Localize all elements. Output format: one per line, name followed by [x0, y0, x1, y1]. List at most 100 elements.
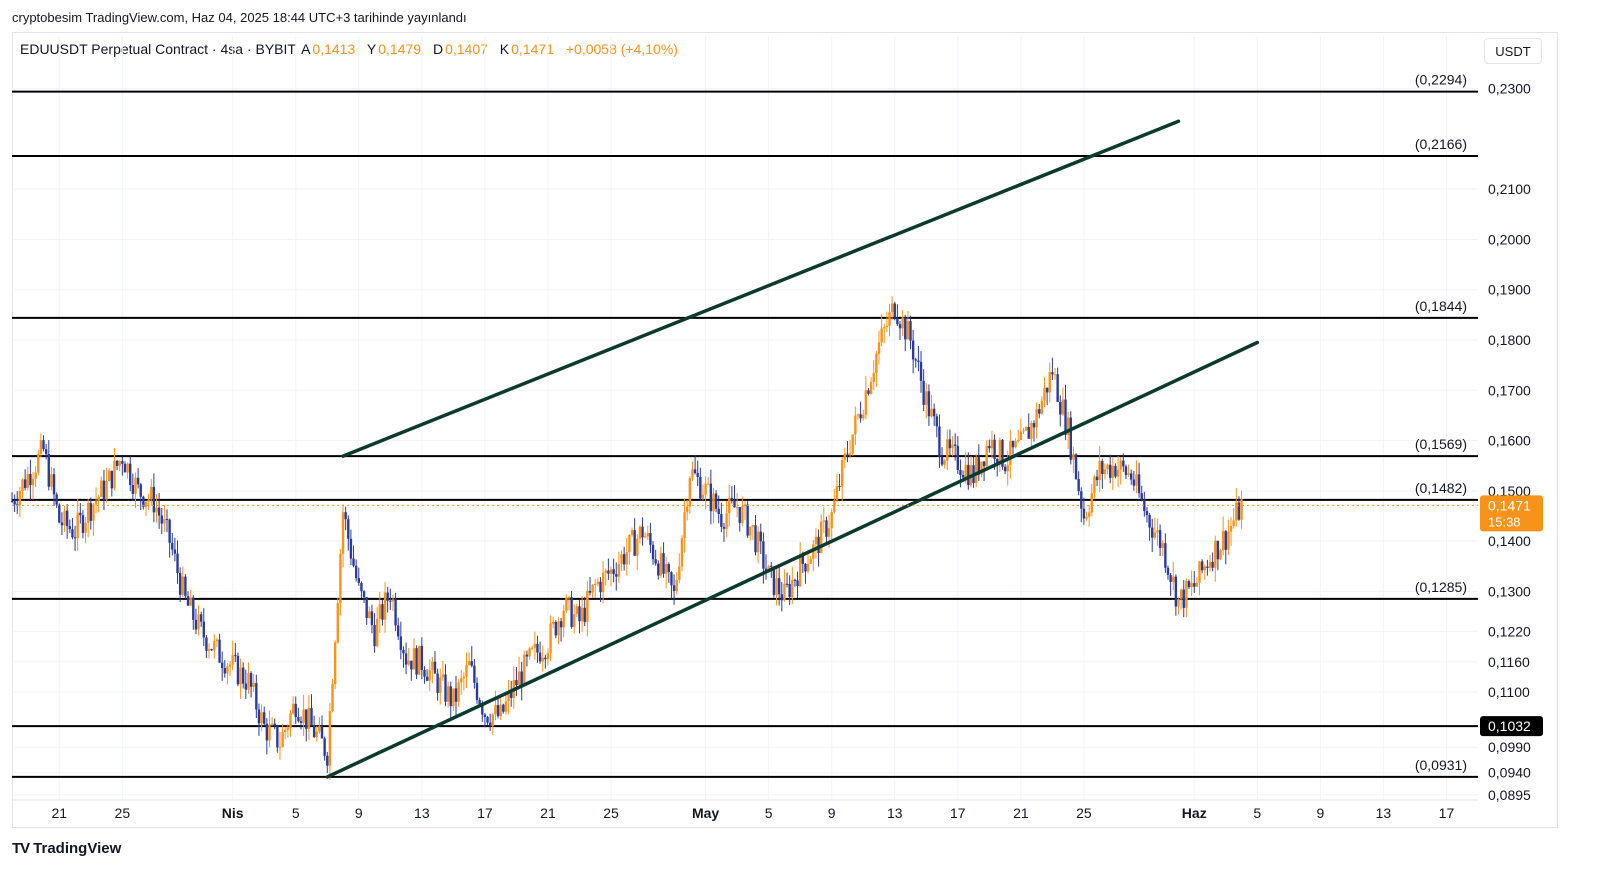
candle-body[interactable]: [389, 600, 392, 602]
candle-body[interactable]: [743, 504, 747, 507]
candle-body[interactable]: [767, 565, 770, 571]
candle-body[interactable]: [523, 654, 526, 686]
candle-body[interactable]: [336, 603, 339, 643]
candle-body[interactable]: [798, 553, 802, 587]
candle-body[interactable]: [205, 637, 208, 651]
candle-body[interactable]: [594, 583, 597, 585]
candle-body[interactable]: [1095, 476, 1099, 481]
candle-body[interactable]: [294, 703, 297, 718]
candle-body[interactable]: [375, 618, 379, 647]
candle-body[interactable]: [1119, 460, 1122, 470]
candle-body[interactable]: [315, 731, 318, 738]
candle-body[interactable]: [129, 463, 132, 486]
candle-body[interactable]: [273, 723, 276, 726]
candle-body[interactable]: [65, 510, 69, 527]
symbol-title[interactable]: EDUUSDT Perpetual Contract · 4sa · BYBIT: [20, 41, 296, 57]
candle-body[interactable]: [914, 359, 917, 361]
candle-body[interactable]: [707, 483, 710, 485]
candle-body[interactable]: [234, 655, 237, 657]
candle-body[interactable]: [1208, 561, 1212, 568]
candle-body[interactable]: [509, 690, 513, 698]
candle-body[interactable]: [877, 342, 881, 354]
candle-body[interactable]: [89, 502, 93, 521]
candle-body[interactable]: [699, 476, 702, 499]
candle-body[interactable]: [452, 688, 455, 707]
candle-body[interactable]: [733, 500, 736, 508]
candle-body[interactable]: [717, 508, 720, 515]
candle-body[interactable]: [762, 541, 765, 569]
candle-body[interactable]: [160, 515, 163, 524]
candle-body[interactable]: [1158, 530, 1162, 548]
candle-body[interactable]: [906, 321, 910, 340]
candle-body[interactable]: [1193, 583, 1196, 587]
candle-body[interactable]: [318, 726, 321, 732]
candle-body[interactable]: [1087, 512, 1091, 517]
candle-body[interactable]: [612, 569, 615, 575]
candle-body[interactable]: [1019, 431, 1023, 440]
candle-body[interactable]: [362, 591, 366, 598]
candle-body[interactable]: [1182, 589, 1185, 608]
candle-body[interactable]: [728, 497, 731, 514]
candle-body[interactable]: [126, 463, 129, 473]
candle-body[interactable]: [985, 445, 988, 467]
candle-body[interactable]: [63, 510, 66, 526]
candle-body[interactable]: [909, 321, 912, 341]
candle-body[interactable]: [1195, 582, 1199, 587]
candle-body[interactable]: [1153, 532, 1157, 538]
candle-body[interactable]: [615, 574, 618, 577]
candle-body[interactable]: [620, 554, 623, 565]
candle-body[interactable]: [47, 454, 50, 487]
candle-body[interactable]: [964, 464, 967, 478]
candle-body[interactable]: [696, 473, 699, 477]
candle-body[interactable]: [746, 504, 749, 536]
candle-body[interactable]: [901, 317, 904, 329]
candle-body[interactable]: [1030, 423, 1033, 439]
candle-body[interactable]: [1043, 387, 1046, 401]
candle-body[interactable]: [312, 725, 316, 738]
candle-body[interactable]: [157, 507, 161, 516]
candle-body[interactable]: [1090, 493, 1093, 513]
candle-body[interactable]: [930, 408, 933, 417]
candle-body[interactable]: [439, 677, 442, 694]
candle-body[interactable]: [465, 665, 468, 677]
candle-body[interactable]: [486, 716, 489, 723]
candle-body[interactable]: [207, 649, 211, 651]
candle-body[interactable]: [244, 683, 248, 690]
candle-body[interactable]: [1229, 526, 1233, 532]
candle-body[interactable]: [102, 480, 106, 500]
candle-body[interactable]: [97, 496, 100, 501]
candle-body[interactable]: [1206, 566, 1209, 568]
candle-body[interactable]: [896, 317, 899, 325]
candle-body[interactable]: [39, 440, 43, 454]
candle-body[interactable]: [433, 661, 437, 674]
candle-body[interactable]: [1235, 502, 1238, 521]
candle-body[interactable]: [1035, 409, 1038, 428]
candle-body[interactable]: [173, 549, 177, 554]
candle-body[interactable]: [1132, 479, 1136, 486]
candle-body[interactable]: [307, 708, 311, 729]
candle-body[interactable]: [118, 461, 121, 466]
candle-body[interactable]: [801, 553, 804, 564]
candle-body[interactable]: [948, 439, 952, 449]
candle-body[interactable]: [785, 583, 789, 585]
candle-body[interactable]: [23, 479, 27, 488]
candle-body[interactable]: [567, 597, 571, 599]
candle-body[interactable]: [667, 564, 671, 573]
candle-body[interactable]: [199, 614, 203, 622]
candle-body[interactable]: [278, 746, 282, 748]
candle-body[interactable]: [189, 597, 192, 606]
candle-body[interactable]: [827, 528, 831, 537]
candle-body[interactable]: [352, 558, 355, 566]
candle-body[interactable]: [738, 507, 741, 523]
candle-body[interactable]: [862, 414, 865, 419]
candle-body[interactable]: [770, 565, 773, 567]
candle-body[interactable]: [1237, 502, 1241, 520]
candle-body[interactable]: [988, 445, 991, 449]
candle-body[interactable]: [239, 667, 242, 685]
candle-body[interactable]: [633, 530, 636, 556]
candle-body[interactable]: [150, 486, 153, 500]
candle-body[interactable]: [1069, 417, 1072, 460]
candle-body[interactable]: [10, 500, 14, 502]
candle-body[interactable]: [1077, 479, 1080, 492]
candle-body[interactable]: [249, 673, 253, 687]
